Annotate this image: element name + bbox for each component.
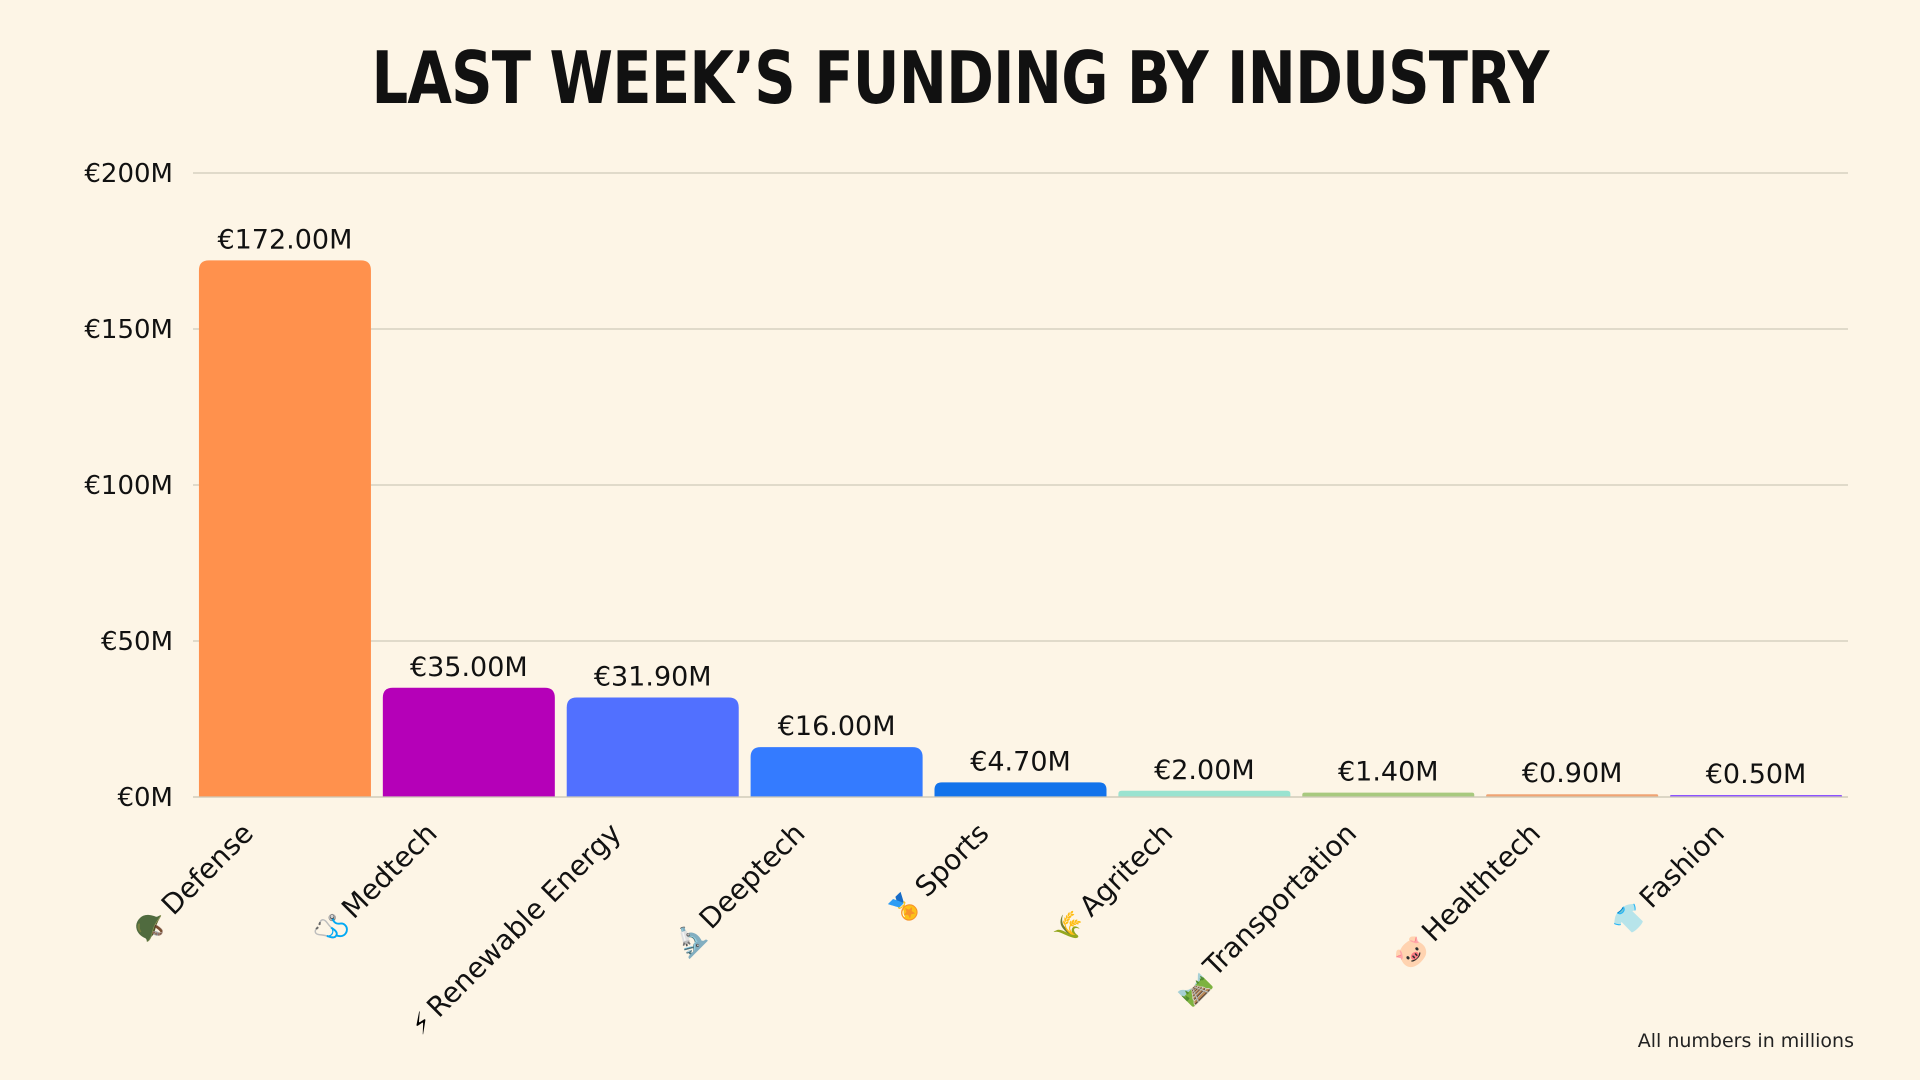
y-tick-label: €200M xyxy=(84,159,173,189)
data-label: €1.40M xyxy=(1338,757,1439,788)
x-tick-label: Agritech xyxy=(1073,817,1179,923)
data-label: €16.00M xyxy=(778,711,896,742)
x-tick-label: Healthtech xyxy=(1415,817,1547,949)
bar-renewable-energy xyxy=(566,697,739,797)
bar-transportation xyxy=(1302,792,1475,797)
chart-title: LAST WEEK’S FUNDING BY INDUSTRY xyxy=(371,36,1549,120)
footnote: All numbers in millions xyxy=(1637,1030,1854,1052)
bar-deeptech xyxy=(750,747,923,797)
x-tick-label: Sports xyxy=(909,817,996,904)
data-label: €0.50M xyxy=(1706,759,1807,790)
x-tick-label-group: Defense🪖 xyxy=(129,817,260,949)
x-tick-label-group: Fashion👕 xyxy=(1608,817,1731,942)
x-tick-label-group: Sports🏅 xyxy=(883,817,996,931)
x-tick-label-group: Agritech🌾 xyxy=(1048,817,1179,951)
x-tick-label: Medtech xyxy=(335,817,444,926)
bar-medtech xyxy=(382,687,555,797)
x-tick-label-group: Renewable Energy⚡ xyxy=(405,817,627,1041)
data-label: €35.00M xyxy=(410,652,528,683)
data-label: €4.70M xyxy=(970,746,1071,777)
bar-agritech xyxy=(1118,790,1291,797)
bar-healthtech xyxy=(1486,794,1659,797)
x-tick-label: Renewable Energy xyxy=(420,817,627,1024)
data-label: €172.00M xyxy=(217,224,352,255)
x-tick-label-group: Healthtech🐷 xyxy=(1390,817,1547,976)
y-tick-label: €0M xyxy=(117,783,173,813)
x-tick-label: Defense xyxy=(155,817,260,922)
x-tick-label-group: Medtech🩺 xyxy=(309,817,444,953)
y-tick-label: €150M xyxy=(84,315,173,345)
y-tick-label: €50M xyxy=(101,627,173,657)
x-tick-label: Fashion xyxy=(1633,817,1731,915)
data-label: €0.90M xyxy=(1522,758,1623,789)
bar-defense xyxy=(198,260,371,797)
x-tick-label-group: Deeptech🔬 xyxy=(666,817,812,963)
x-tick-label-group: Transportation🛤️ xyxy=(1172,817,1363,1010)
x-tick-label: Deeptech xyxy=(693,817,812,936)
data-label: €31.90M xyxy=(594,661,712,692)
data-label: €2.00M xyxy=(1154,755,1255,786)
x-tick-label: Transportation xyxy=(1196,817,1363,984)
y-tick-label: €100M xyxy=(84,471,173,501)
bar-sports xyxy=(934,782,1107,797)
